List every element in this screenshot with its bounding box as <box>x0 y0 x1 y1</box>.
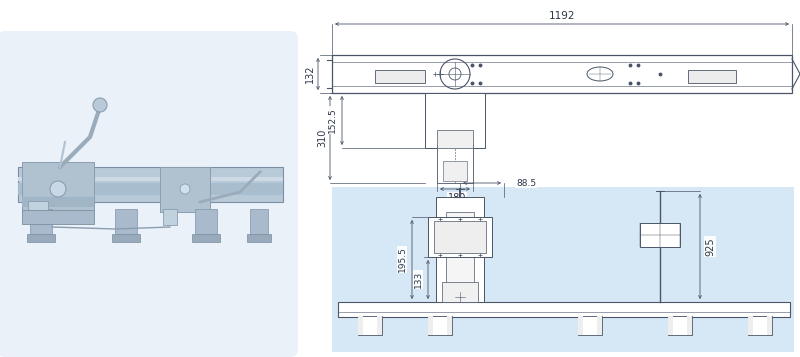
Bar <box>18 167 283 202</box>
Bar <box>668 316 692 335</box>
Bar <box>436 197 484 302</box>
Bar <box>358 316 382 335</box>
Bar <box>687 316 692 335</box>
Bar <box>375 70 425 83</box>
Bar <box>640 223 680 247</box>
Bar <box>163 209 177 225</box>
Bar <box>18 183 283 195</box>
Bar <box>22 210 94 224</box>
Text: 195.5: 195.5 <box>398 247 406 272</box>
Bar <box>688 70 736 83</box>
Text: 1192: 1192 <box>549 11 575 21</box>
Bar <box>428 316 452 335</box>
Bar <box>358 316 363 335</box>
Bar <box>192 234 220 242</box>
Bar <box>442 282 478 302</box>
Text: 88.5: 88.5 <box>516 178 536 187</box>
Bar <box>578 316 602 335</box>
Bar <box>160 167 210 212</box>
Bar <box>748 316 753 335</box>
Bar <box>578 316 583 335</box>
Circle shape <box>93 98 107 112</box>
Bar <box>195 209 217 239</box>
Bar <box>668 316 673 335</box>
Bar <box>443 161 467 181</box>
Bar <box>28 201 48 217</box>
Bar <box>338 302 790 317</box>
Text: 133: 133 <box>414 271 422 288</box>
Bar <box>332 55 792 93</box>
Bar <box>250 209 268 239</box>
Bar <box>437 145 473 183</box>
Circle shape <box>50 181 66 197</box>
FancyBboxPatch shape <box>0 31 298 357</box>
Bar <box>428 316 433 335</box>
Bar <box>27 234 55 242</box>
Bar <box>597 316 602 335</box>
Bar <box>767 316 772 335</box>
Bar <box>428 217 492 257</box>
Text: 180: 180 <box>448 193 466 203</box>
Bar <box>447 316 452 335</box>
Bar <box>30 209 52 239</box>
Bar <box>446 212 474 287</box>
Text: 132: 132 <box>305 65 315 83</box>
Bar <box>437 130 473 148</box>
Text: 310: 310 <box>317 129 327 147</box>
Bar <box>112 234 140 242</box>
Bar <box>748 316 772 335</box>
Bar <box>247 234 271 242</box>
Bar <box>115 209 137 239</box>
Bar <box>377 316 382 335</box>
Text: 925: 925 <box>705 237 715 256</box>
Circle shape <box>180 184 190 194</box>
Bar <box>22 197 94 207</box>
Bar <box>22 162 94 212</box>
Text: 152.5: 152.5 <box>327 107 337 133</box>
Bar <box>332 187 794 352</box>
Bar <box>425 93 485 148</box>
Bar <box>18 177 283 181</box>
Bar <box>434 221 486 253</box>
